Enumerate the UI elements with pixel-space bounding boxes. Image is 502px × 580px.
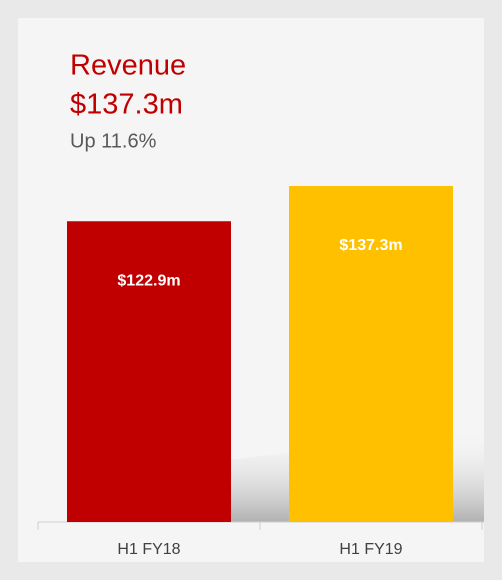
chart-subtitle: $137.3m [70,89,183,121]
chart-title: Revenue [70,50,186,82]
x-tick-label: H1 FY19 [339,541,402,558]
data-label: $137.3m [339,237,402,254]
annotation: Up 11.6% [70,130,157,152]
bar [289,186,453,522]
bar [67,221,231,522]
data-label: $122.9m [117,272,180,289]
x-tick-label: H1 FY18 [117,541,180,558]
